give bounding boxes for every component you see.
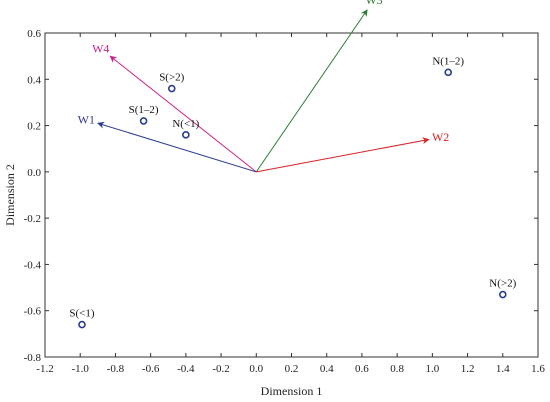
- vector-w2: [256, 137, 430, 173]
- data-point: [182, 131, 190, 139]
- point-label: N(>2): [489, 278, 516, 290]
- x-tick-label: 0.4: [320, 363, 334, 375]
- vector-w1: [97, 121, 257, 173]
- vector-label-w4: W4: [92, 42, 109, 56]
- x-tick-label: -0.8: [107, 363, 125, 375]
- data-point: [444, 68, 453, 77]
- y-tick-label: 0.6: [27, 28, 41, 40]
- y-tick-label: 0.2: [27, 121, 41, 133]
- y-tick-label: -0.8: [24, 352, 42, 364]
- point-label: N(<1): [172, 118, 199, 130]
- x-tick-label: 0.6: [355, 363, 369, 375]
- x-tick-label: 1.2: [461, 363, 475, 375]
- y-tick-label: -0.4: [24, 259, 42, 271]
- y-axis-label: Dimension 2: [3, 164, 17, 226]
- x-tick-label: 0.0: [249, 363, 263, 375]
- point-label: S(>2): [159, 72, 184, 84]
- x-tick-label: -0.2: [212, 363, 229, 375]
- point-label: S(1–2): [129, 104, 159, 116]
- plot-frame: [44, 32, 539, 358]
- x-axis-label: Dimension 1: [261, 384, 323, 398]
- x-tick-label: 1.4: [496, 363, 510, 375]
- x-tick-label: -1.2: [36, 363, 53, 375]
- x-tick-label: 0.2: [285, 363, 299, 375]
- y-tick-label: -0.2: [24, 213, 41, 225]
- x-tick-label: 1.0: [425, 363, 439, 375]
- x-tick-label: -0.4: [177, 363, 195, 375]
- data-point: [139, 117, 148, 125]
- x-tick-label: -0.6: [142, 363, 160, 375]
- vector-w3: [255, 9, 368, 173]
- x-tick-label: 1.6: [531, 363, 545, 375]
- point-label: S(<1): [69, 308, 94, 320]
- vector-label-w3: W3: [365, 0, 382, 7]
- data-point: [78, 320, 86, 329]
- y-tick-label: -0.6: [24, 306, 42, 318]
- data-point: [498, 290, 507, 299]
- vector-label-w1: W1: [78, 113, 95, 127]
- point-label: N(1–2): [432, 55, 464, 67]
- y-tick-label: 0.0: [27, 167, 41, 179]
- x-tick-label: -1.0: [72, 363, 90, 375]
- data-point: [167, 84, 176, 93]
- vector-w4: [109, 55, 257, 173]
- x-tick-label: 0.8: [390, 363, 404, 375]
- vector-label-w2: W2: [432, 130, 449, 144]
- y-tick-label: 0.4: [27, 74, 41, 86]
